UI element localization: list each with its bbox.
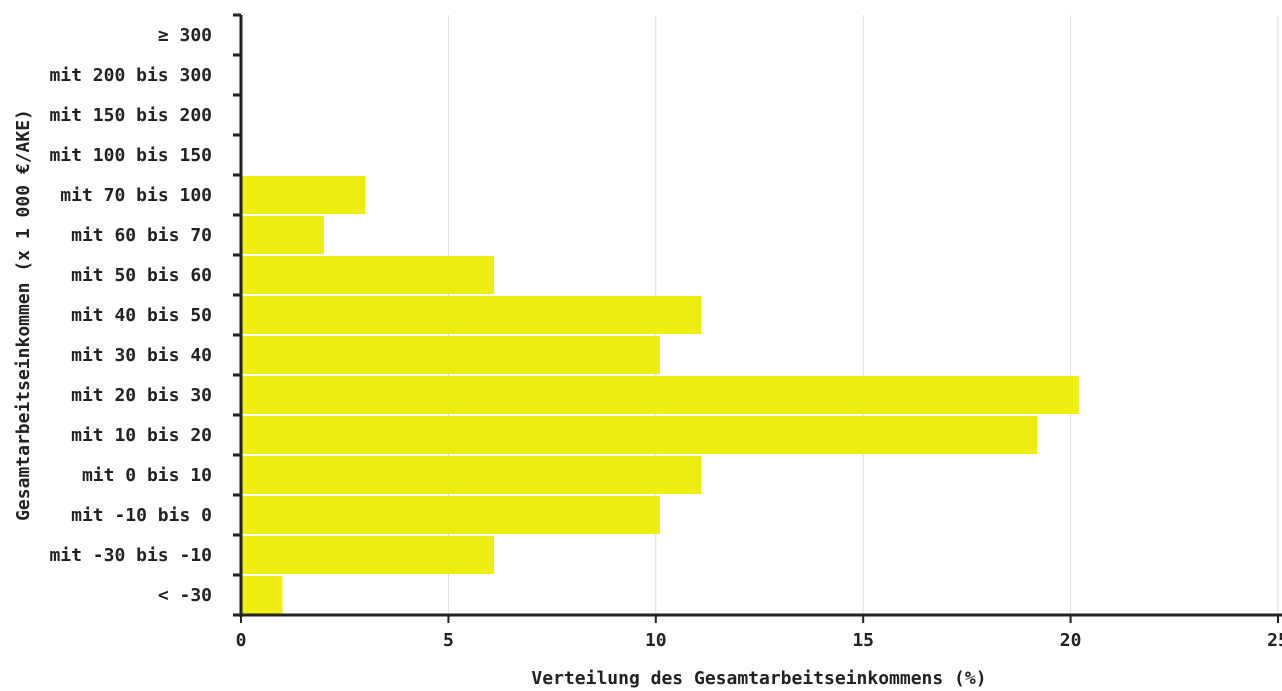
bar	[241, 216, 324, 254]
y-tick-label: mit 40 bis 50	[71, 305, 212, 326]
bar	[241, 416, 1038, 454]
y-tick-label: mit 100 bis 150	[49, 145, 212, 166]
y-tick-label: mit 20 bis 30	[71, 385, 212, 406]
x-tick-label: 25	[1267, 630, 1282, 651]
bar	[241, 256, 495, 294]
y-tick-label: mit 60 bis 70	[71, 225, 212, 246]
y-tick-label: mit 10 bis 20	[71, 425, 212, 446]
y-tick-label: mit -10 bis 0	[71, 505, 212, 526]
bar	[241, 336, 660, 374]
x-tick-label: 10	[645, 630, 667, 651]
bar	[241, 576, 283, 614]
y-tick-label: mit 50 bis 60	[71, 265, 212, 286]
x-tick-label: 15	[852, 630, 874, 651]
bar	[241, 536, 495, 574]
y-tick-label: mit 0 bis 10	[82, 465, 212, 486]
y-axis-title: Gesamtarbeitseinkommen (x 1 000 €/AKE)	[13, 109, 34, 521]
y-tick-label: ≥ 300	[158, 25, 212, 46]
x-axis-title: Verteilung des Gesamtarbeitseinkommens (…	[531, 668, 986, 689]
bar	[241, 456, 702, 494]
x-tick-label: 20	[1060, 630, 1082, 651]
y-tick-label: < -30	[158, 585, 212, 606]
x-tick-label: 0	[236, 630, 247, 651]
bar	[241, 376, 1079, 414]
y-tick-label: mit 150 bis 200	[49, 105, 212, 126]
y-tick-label: mit 70 bis 100	[60, 185, 212, 206]
bar	[241, 496, 660, 534]
axes	[239, 15, 1282, 617]
bars	[241, 176, 1079, 614]
y-tick-label: mit 30 bis 40	[71, 345, 212, 366]
y-ticks: ≥ 300 mit 200 bis 300 mit 150 bis 200 mit 1…	[49, 13, 241, 617]
bar	[241, 176, 366, 214]
x-tick-label: 5	[443, 630, 454, 651]
y-tick-label: mit 200 bis 300	[49, 65, 212, 86]
y-tick-label: mit -30 bis -10	[49, 545, 212, 566]
bar	[241, 296, 702, 334]
x-ticks: 0 5 10 15 20 25	[236, 615, 1282, 651]
